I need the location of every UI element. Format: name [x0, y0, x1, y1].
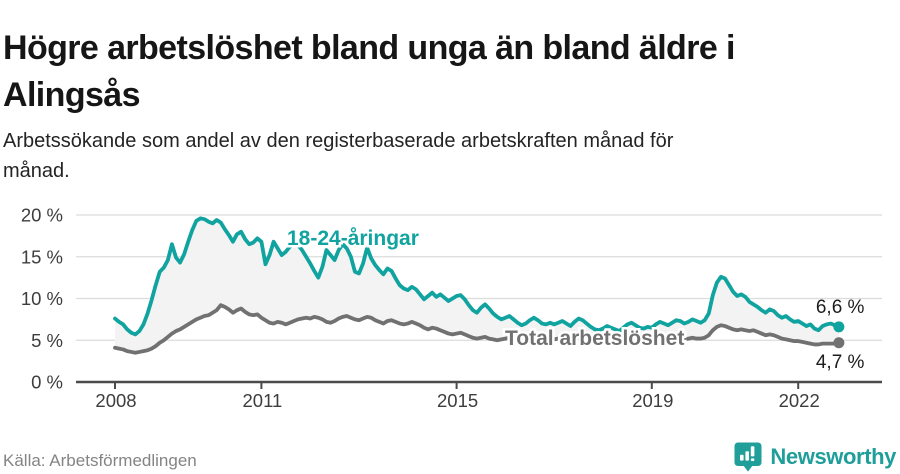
chart-subtitle-line-2: månad.: [3, 160, 70, 182]
newsworthy-logo: Newsworthy: [733, 441, 896, 473]
x-tick-label: 2015: [437, 390, 478, 411]
chart-title: Högre arbetslöshet bland unga än bland ä…: [3, 25, 735, 119]
chart-title-line-2: Alingsås: [3, 75, 141, 114]
series-label-1: 18-24-åringar: [287, 227, 419, 250]
unemployment-line-chart: 0 % 5 % 10 % 15 % 20 % 2008 2011 2015 2019 2022 6,…: [21, 205, 882, 411]
chart-subtitle: Arbetssökande som andel av den registerb…: [3, 126, 673, 186]
series-end-value-2: 4,7 %: [816, 352, 865, 373]
x-tick-label: 2008: [95, 390, 136, 411]
series-line-1: [113, 216, 841, 337]
chart-subtitle-line-1: Arbetssökande som andel av den registerb…: [3, 130, 674, 152]
series-line-2: [113, 303, 841, 355]
x-tick-label: 2022: [779, 390, 820, 411]
x-tick-label: 2011: [243, 390, 283, 411]
y-tick-label: 20 %: [21, 205, 63, 226]
source-note: Källa: Arbetsförmedlingen: [3, 451, 197, 470]
y-tick-label: 10 %: [21, 288, 63, 309]
series-end-value-1: 6,6 %: [816, 297, 865, 318]
series-label-2: Total arbetslöshet: [505, 327, 684, 350]
x-tick-label: 2019: [632, 390, 673, 411]
logo-text: Newsworthy: [770, 444, 896, 469]
y-tick-label: 15 %: [21, 246, 63, 267]
chart-title-line-1: Högre arbetslöshet bland unga än bland ä…: [3, 28, 735, 67]
y-tick-label: 0 %: [31, 372, 63, 393]
bar-chart-pin-icon: [734, 442, 762, 472]
series-end-dot-2: [833, 337, 845, 349]
y-tick-label: 5 %: [31, 330, 63, 351]
series-end-dot-1: [833, 321, 845, 333]
